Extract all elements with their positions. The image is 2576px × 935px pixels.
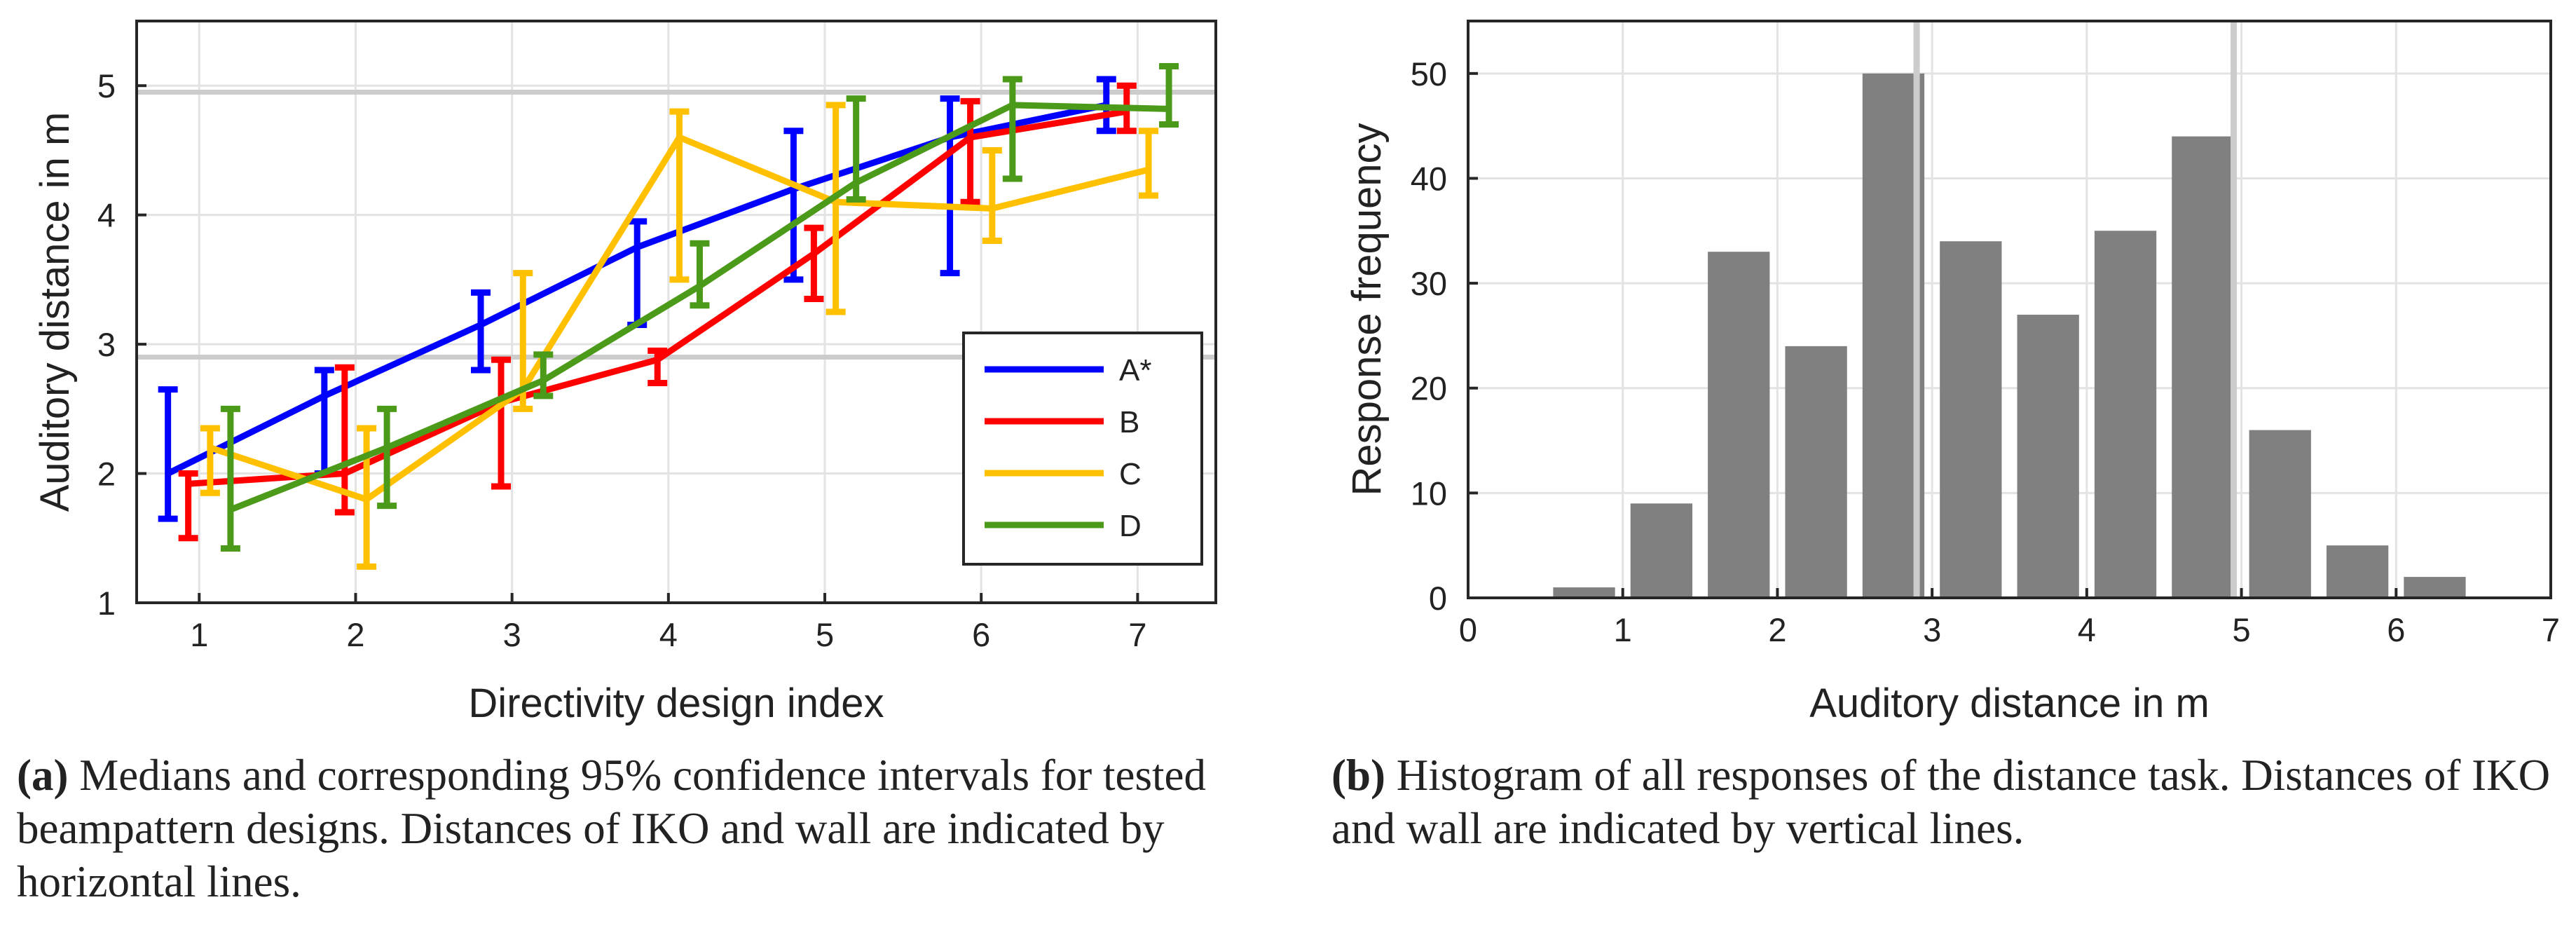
tick-label-x: 4	[659, 616, 678, 653]
tick-label-y: 0	[1429, 580, 1447, 617]
histogram-bar	[1553, 587, 1615, 598]
histogram-bar	[2172, 136, 2234, 599]
series-c	[200, 102, 1159, 570]
tick-label-x: 1	[190, 616, 208, 653]
tick-label-x: 1	[1614, 611, 1632, 648]
x-axis-label: Auditory distance in m	[1809, 681, 2210, 726]
legend-label: B	[1119, 405, 1139, 439]
caption-a-text: Medians and corresponding 95% confidence…	[17, 751, 1206, 906]
tick-label-x: 2	[346, 616, 364, 653]
tick-label-y: 5	[97, 67, 116, 104]
panel-b-histogram: 0 1 2 3 4 5 6 7 0 10 20 30 40 50 Auditory distance in …	[1344, 20, 2560, 726]
tick-label-x: 6	[972, 616, 990, 653]
tick-label-y: 20	[1411, 370, 1447, 407]
axes-box	[1467, 20, 2552, 599]
histogram-bar	[1630, 503, 1693, 598]
caption-a-tag: (a)	[17, 751, 69, 800]
tick-label-x: 6	[2387, 611, 2405, 648]
tick-label-y: 1	[97, 585, 116, 622]
tick-label-y: 2	[97, 456, 116, 493]
axes-box	[135, 20, 1217, 604]
tick-label-x: 2	[1768, 611, 1786, 648]
legend-label: C	[1119, 457, 1142, 491]
histogram-bar	[2326, 545, 2389, 598]
tick-label-y: 40	[1411, 160, 1447, 197]
tick-label-x: 4	[2078, 611, 2096, 648]
tick-label-x: 5	[2233, 611, 2251, 648]
histogram-bar	[2404, 577, 2466, 598]
histogram-bar	[1785, 346, 1847, 598]
legend-label: A*	[1119, 353, 1151, 388]
caption-a: (a) Medians and corresponding 95% confid…	[17, 749, 1236, 908]
caption-b-tag: (b)	[1331, 751, 1385, 800]
tick-label-y: 50	[1411, 55, 1447, 93]
legend-label: D	[1119, 509, 1142, 543]
tick-label-x: 3	[503, 616, 521, 653]
series-b	[178, 82, 1137, 542]
tick-label-y: 30	[1411, 265, 1447, 302]
histogram-bar	[2094, 231, 2157, 599]
tick-label-x: 0	[1459, 611, 1477, 648]
y-axis-label: Auditory distance in m	[32, 112, 78, 512]
x-axis-label: Directivity design index	[468, 681, 884, 726]
histogram-bar	[2017, 314, 2079, 598]
tick-label-x: 7	[2542, 611, 2560, 648]
tick-label-x: 3	[1923, 611, 1941, 648]
tick-label-x: 5	[816, 616, 834, 653]
tick-label-y: 10	[1411, 475, 1447, 512]
caption-b-text: Histogram of all responses of the distan…	[1331, 751, 2551, 853]
caption-b: (b) Histogram of all responses of the di…	[1331, 749, 2565, 855]
y-axis-label: Response frequency	[1344, 123, 1390, 496]
series-d	[220, 63, 1179, 552]
panel-a-line-chart: 1 2 3 4 5 6 7 1 2 3 4 5 Directivity design index Audi…	[32, 20, 1217, 726]
tick-label-y: 4	[97, 197, 116, 234]
tick-label-x: 7	[1128, 616, 1146, 653]
histogram-bar	[1940, 241, 2002, 598]
tick-label-y: 3	[97, 326, 116, 363]
histogram-bar	[2249, 430, 2311, 598]
histogram-bar	[1708, 252, 1770, 598]
